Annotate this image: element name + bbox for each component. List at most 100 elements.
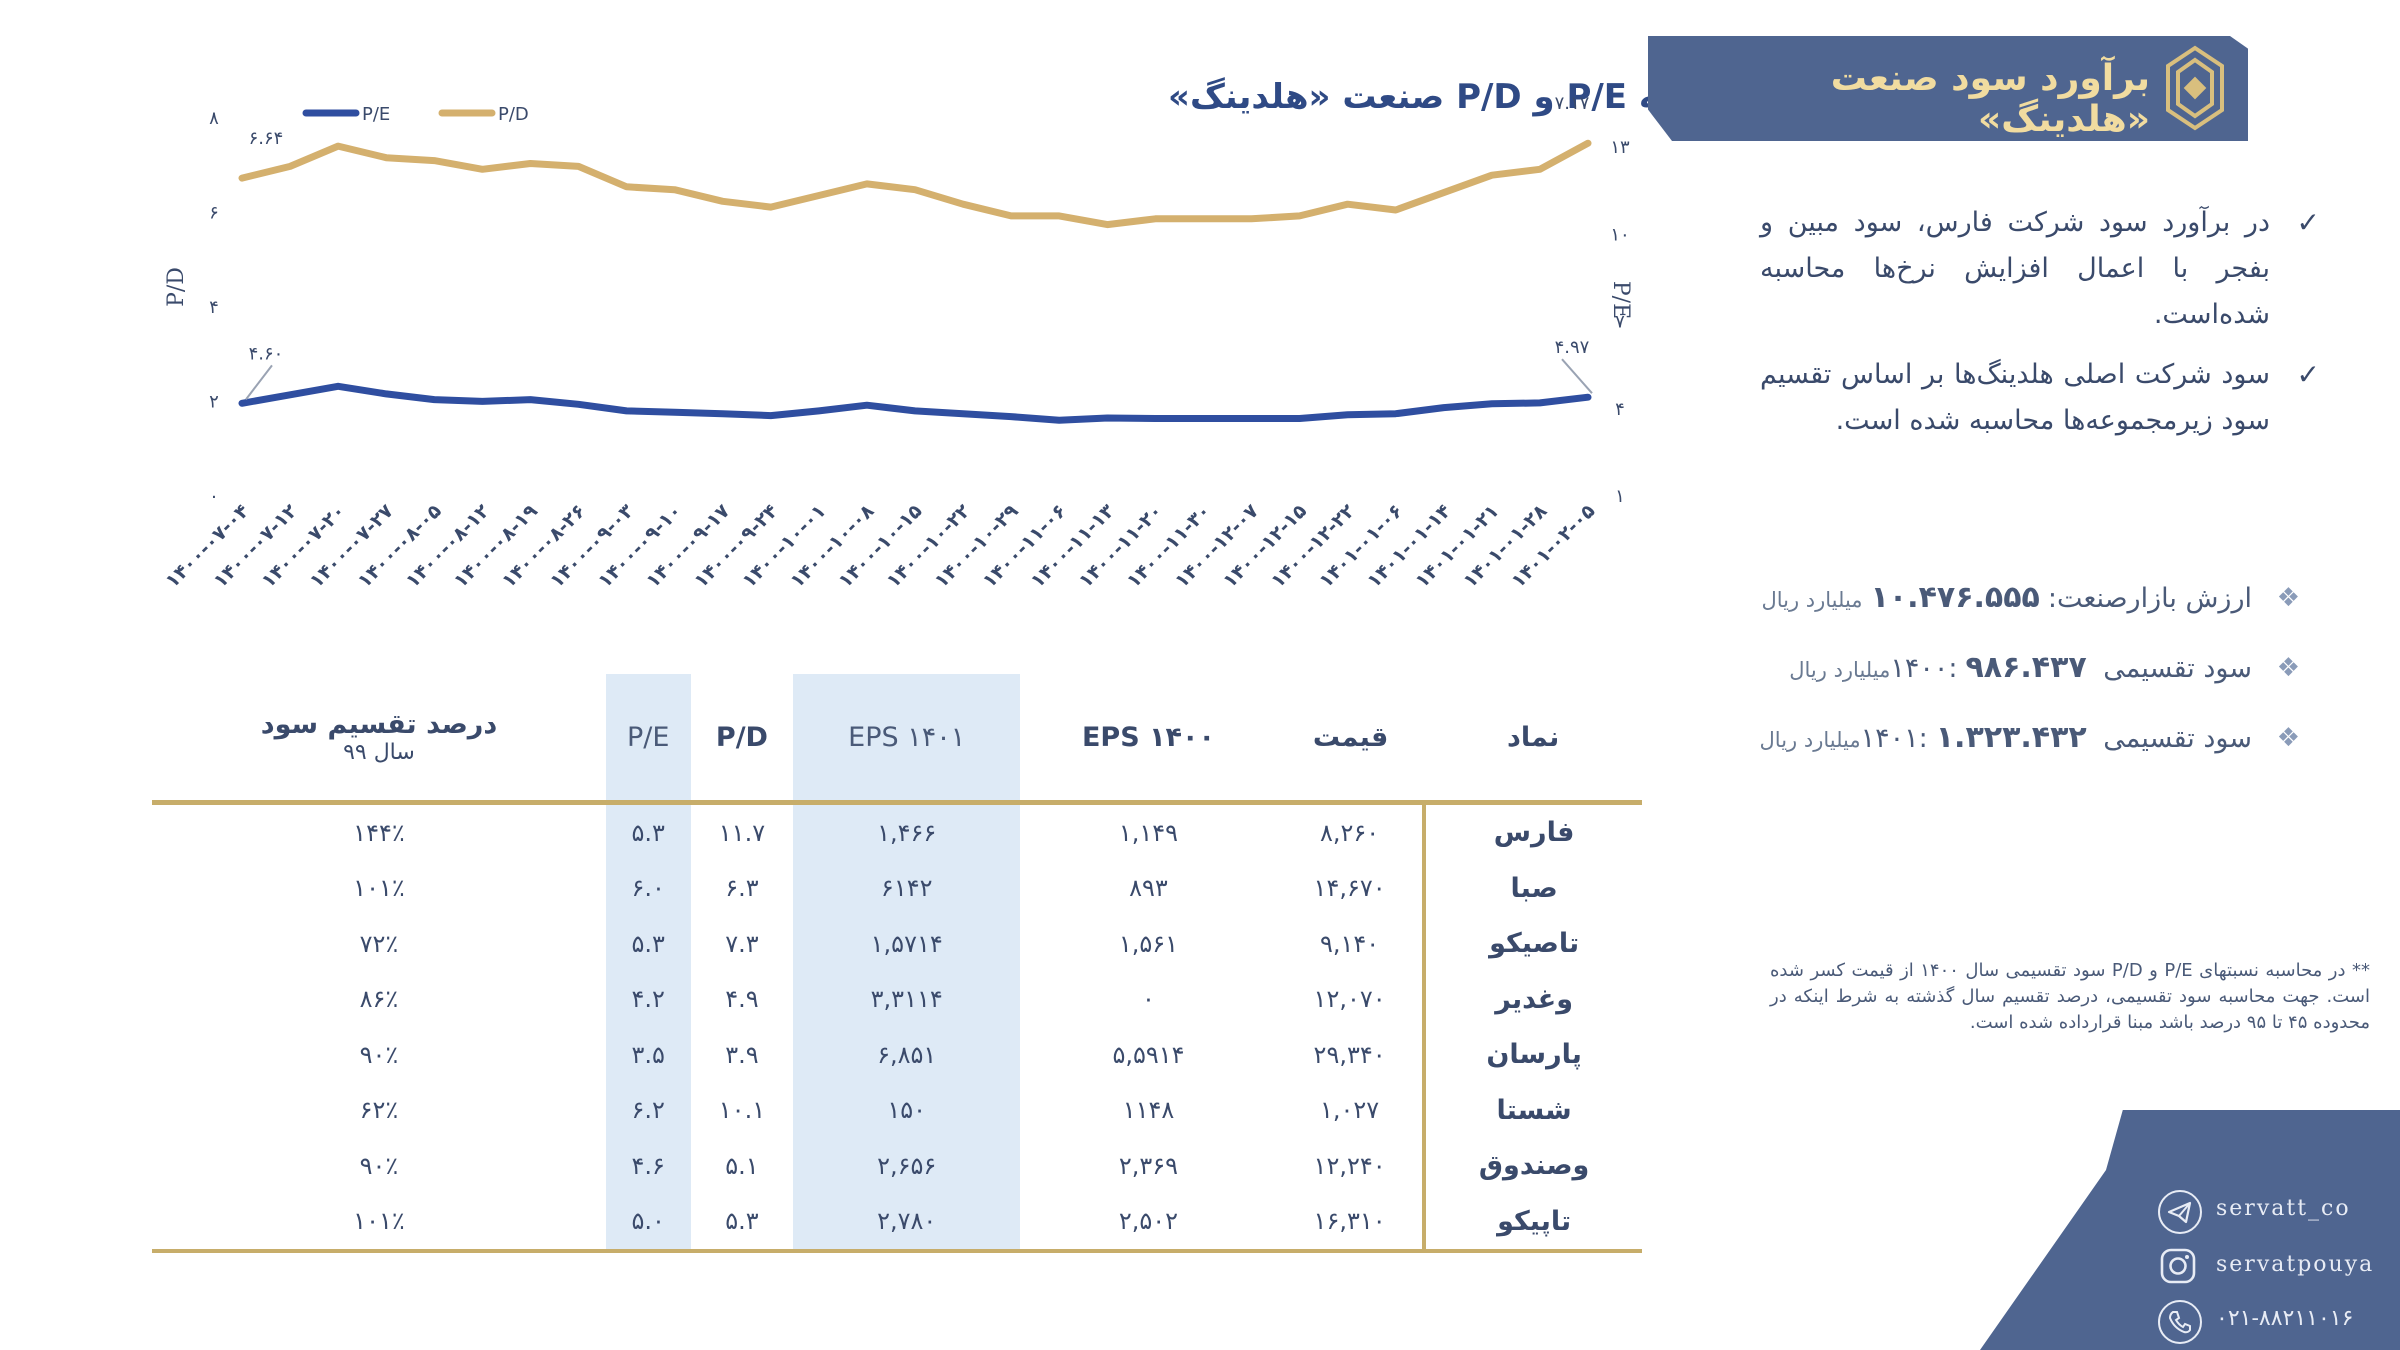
social-instagram[interactable]: servatpouya	[2150, 1244, 2400, 1292]
cell-symbol: شستا	[1422, 1082, 1642, 1138]
chart-legend: P/E P/D	[302, 104, 529, 125]
data-point-pd	[624, 184, 630, 190]
left-tick-label: ۸	[209, 108, 219, 129]
cell-symbol: وصندوق	[1422, 1138, 1642, 1194]
data-point-pd	[1441, 190, 1447, 196]
table-cell: ۱۰.۱	[718, 1096, 766, 1125]
table-cell: ۸,۲۶۰	[1319, 818, 1380, 847]
table-cell: ۲,۷۸۰	[793, 1193, 1021, 1253]
data-point-pe	[576, 401, 581, 407]
data-point-pd	[239, 175, 245, 181]
table-row: وصندوق ۱۲,۲۴۰ ۲,۳۶۹ ۲,۶۵۶ ۵.۱ ۴.۶ ۹۰٪	[152, 1138, 1642, 1194]
data-point-pd	[1104, 222, 1110, 228]
annotation-label: ۴.۶۰	[249, 343, 284, 364]
data-point-pe	[1056, 417, 1062, 423]
left-tick-label: ۴	[209, 297, 219, 318]
cell-symbol: تاپیکو	[1422, 1193, 1642, 1253]
data-point-pd	[335, 143, 341, 149]
table-cell: ۷.۳	[725, 929, 759, 958]
right-tick-label: ۷	[1615, 312, 1625, 333]
data-point-pd	[1200, 216, 1206, 222]
table-cell: ۶,۸۵۱	[793, 1027, 1021, 1083]
table-cell: ۸۹۳	[1129, 874, 1168, 903]
cell-symbol: صبا	[1422, 860, 1642, 916]
col-pe: P/E	[605, 674, 691, 805]
table-cell: ۶۲٪	[359, 1096, 399, 1125]
table-cell: ۵.۱	[725, 1151, 759, 1180]
table-cell: ۱,۰۲۷	[1319, 1096, 1380, 1125]
right-axis-label: P/E	[1608, 281, 1633, 319]
table-cell: ۱۰۱٪	[353, 874, 405, 903]
data-point-pd	[672, 187, 678, 193]
social-phone[interactable]: ۰۲۱-۸۸۲۱۱۰۱۶	[2150, 1298, 2400, 1346]
table-cell: ۱۲,۰۷۰	[1313, 985, 1386, 1014]
data-point-pe	[1585, 394, 1591, 400]
table-cell: ۳.۵	[605, 1027, 691, 1083]
table-cell: ۲,۵۰۲	[1020, 1193, 1277, 1253]
stat-market-value: ❖ ارزش بازارصنعت:۱۰.۴۷۶.۵۵۵میلیارد ریال	[1700, 578, 2300, 620]
diamond-bullet-icon: ❖	[2276, 583, 2300, 613]
brand-logo-icon	[2166, 45, 2224, 131]
table-cell: ۵.۳	[605, 916, 691, 972]
left-axis-label: P/D	[164, 267, 189, 307]
table-row: پارسان ۲۹,۳۴۰ ۵,۵۹۱۴ ۶,۸۵۱ ۳.۹ ۳.۵ ۹۰٪	[152, 1027, 1642, 1083]
col-eps-1401: EPS ۱۴۰۱	[793, 674, 1021, 805]
phone-icon	[2158, 1300, 2202, 1344]
left-axis-ticks: ۰ ۲ ۴ ۶ ۸	[209, 108, 219, 507]
data-point-pd	[1249, 216, 1254, 222]
annotation-leader	[245, 364, 273, 400]
social-telegram[interactable]: servatt_co	[2150, 1188, 2400, 1236]
data-point-pe	[431, 397, 437, 403]
cell-symbol: وغدیر	[1422, 971, 1642, 1027]
data-point-pd	[431, 158, 437, 164]
table-cell: ۳,۳۱۱۴	[793, 971, 1021, 1027]
table-cell: ۴.۶	[605, 1138, 691, 1194]
table-cell: ۱,۵۷۱۴	[793, 916, 1021, 972]
right-tick-label: ۱	[1615, 486, 1625, 507]
left-tick-label: ۶	[209, 203, 219, 224]
table-cell: ۱,۵۶۱	[1118, 929, 1179, 958]
annotations: ۶.۶۴ ۷.۱۷ ۴.۶۰ ۴.۹۷	[245, 93, 1593, 400]
data-point-pd	[527, 161, 533, 167]
table-cell: ۹۰٪	[359, 1151, 399, 1180]
table-cell: ۵,۵۹۱۴	[1112, 1040, 1185, 1069]
table-cell: ۸۶٪	[359, 985, 399, 1014]
col-price: قیمت	[1276, 674, 1425, 805]
cell-symbol: فارس	[1422, 802, 1642, 861]
instagram-icon	[2158, 1246, 2198, 1286]
table-cell: ۶۱۴۲	[793, 860, 1021, 916]
table-cell: ۴.۲	[605, 971, 691, 1027]
legend-label-pd: P/D	[498, 104, 529, 125]
table-cell: ۱۶,۳۱۰	[1276, 1193, 1425, 1253]
data-point-pd	[576, 163, 581, 169]
legend-label-pe: P/E	[362, 104, 390, 125]
data-point-pe	[1345, 412, 1351, 418]
table-cell: ۱۵۰	[793, 1082, 1021, 1138]
data-point-pd	[1585, 140, 1591, 146]
diamond-bullet-icon: ❖	[2276, 723, 2300, 753]
left-tick-label: ۰	[209, 486, 219, 507]
data-point-pe	[672, 409, 678, 415]
col-pd: P/D	[690, 674, 794, 805]
bullet-list: ✓ در برآورد سود شرکت فارس، سود مبین و بفج…	[1760, 200, 2320, 458]
data-point-pd	[1008, 213, 1014, 219]
table-cell: ۵.۳	[690, 1193, 794, 1253]
table-cell: ۱۲,۲۴۰	[1313, 1151, 1386, 1180]
cell-symbol: تاصیکو	[1422, 916, 1642, 972]
table-row: تاصیکو ۹,۱۴۰ ۱,۵۶۱ ۱,۵۷۱۴ ۷.۳ ۵.۳ ۷۲٪	[152, 916, 1642, 972]
chart-title: مقایسه P/E و P/D صنعت «هلدینگ»	[1168, 77, 1660, 117]
data-point-pe	[1249, 415, 1254, 421]
data-point-pe	[1008, 414, 1014, 420]
table-cell: ۱۱.۷	[718, 818, 766, 847]
data-point-pe	[287, 392, 293, 398]
annotation-label: ۷.۱۷	[1555, 93, 1590, 114]
annotation-leader	[1561, 358, 1593, 394]
data-point-pe	[1393, 411, 1399, 417]
data-point-pd	[1393, 207, 1399, 213]
data-point-pe	[1489, 401, 1495, 407]
data-point-pe	[1441, 405, 1447, 411]
table-cell: ۱۱۴۸	[1122, 1096, 1175, 1125]
left-tick-label: ۲	[209, 392, 219, 413]
table-cell: ۳.۹	[725, 1040, 759, 1069]
data-point-pe	[1297, 415, 1303, 421]
